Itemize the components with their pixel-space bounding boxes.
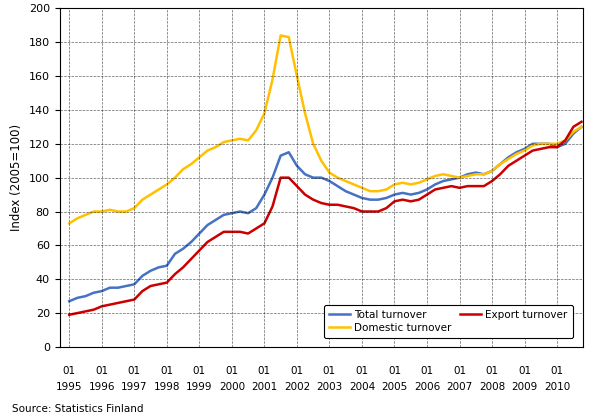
Text: 01: 01 <box>95 367 108 376</box>
Domestic turnover <box>358 185 365 190</box>
Text: 1996: 1996 <box>89 382 115 392</box>
Text: 2001: 2001 <box>251 382 277 392</box>
Domestic turnover <box>399 180 406 185</box>
Total turnover <box>65 299 73 304</box>
Export turnover <box>350 206 358 211</box>
Text: 2010: 2010 <box>544 382 570 392</box>
Text: 2008: 2008 <box>479 382 505 392</box>
Text: 2007: 2007 <box>446 382 472 392</box>
Text: 2004: 2004 <box>349 382 375 392</box>
Total turnover <box>350 192 358 197</box>
Text: 2003: 2003 <box>317 382 343 392</box>
Text: 01: 01 <box>193 367 206 376</box>
Total turnover <box>131 282 138 287</box>
Domestic turnover <box>65 221 73 226</box>
Domestic turnover <box>277 33 284 38</box>
Text: 01: 01 <box>355 367 368 376</box>
Domestic turnover <box>285 35 292 40</box>
Domestic turnover <box>407 182 414 187</box>
Text: 01: 01 <box>421 367 434 376</box>
Export turnover <box>399 197 406 202</box>
Export turnover <box>65 312 73 317</box>
Text: 1997: 1997 <box>121 382 148 392</box>
Text: 01: 01 <box>226 367 239 376</box>
Text: 2006: 2006 <box>414 382 440 392</box>
Text: 01: 01 <box>550 367 563 376</box>
Line: Domestic turnover: Domestic turnover <box>69 36 581 223</box>
Total turnover <box>391 192 398 197</box>
Text: 2005: 2005 <box>381 382 408 392</box>
Export turnover <box>277 175 284 180</box>
Text: 2009: 2009 <box>512 382 538 392</box>
Text: 01: 01 <box>323 367 336 376</box>
Export turnover <box>391 199 398 204</box>
Text: 01: 01 <box>290 367 303 376</box>
Domestic turnover <box>578 125 585 130</box>
Domestic turnover <box>326 170 333 175</box>
Text: 01: 01 <box>486 367 499 376</box>
Text: 01: 01 <box>160 367 173 376</box>
Text: 01: 01 <box>518 367 531 376</box>
Text: 01: 01 <box>258 367 271 376</box>
Line: Total turnover: Total turnover <box>69 127 581 301</box>
Text: 01: 01 <box>62 367 76 376</box>
Text: 01: 01 <box>453 367 466 376</box>
Domestic turnover <box>131 206 138 211</box>
Total turnover <box>578 125 585 130</box>
Export turnover <box>578 119 585 124</box>
Text: 1999: 1999 <box>186 382 212 392</box>
Export turnover <box>318 201 325 206</box>
Text: 2002: 2002 <box>284 382 310 392</box>
Text: 01: 01 <box>388 367 401 376</box>
Text: 1995: 1995 <box>56 382 83 392</box>
Y-axis label: Index (2005=100): Index (2005=100) <box>10 124 23 231</box>
Total turnover <box>318 175 325 180</box>
Legend: Total turnover, Domestic turnover, Export turnover: Total turnover, Domestic turnover, Expor… <box>324 305 572 338</box>
Total turnover <box>399 190 406 195</box>
Text: 1998: 1998 <box>154 382 180 392</box>
Line: Export turnover: Export turnover <box>69 122 581 315</box>
Export turnover <box>131 297 138 302</box>
Total turnover <box>277 153 284 158</box>
Text: Source: Statistics Finland: Source: Statistics Finland <box>12 404 143 414</box>
Text: 2000: 2000 <box>219 382 245 392</box>
Text: 01: 01 <box>128 367 141 376</box>
